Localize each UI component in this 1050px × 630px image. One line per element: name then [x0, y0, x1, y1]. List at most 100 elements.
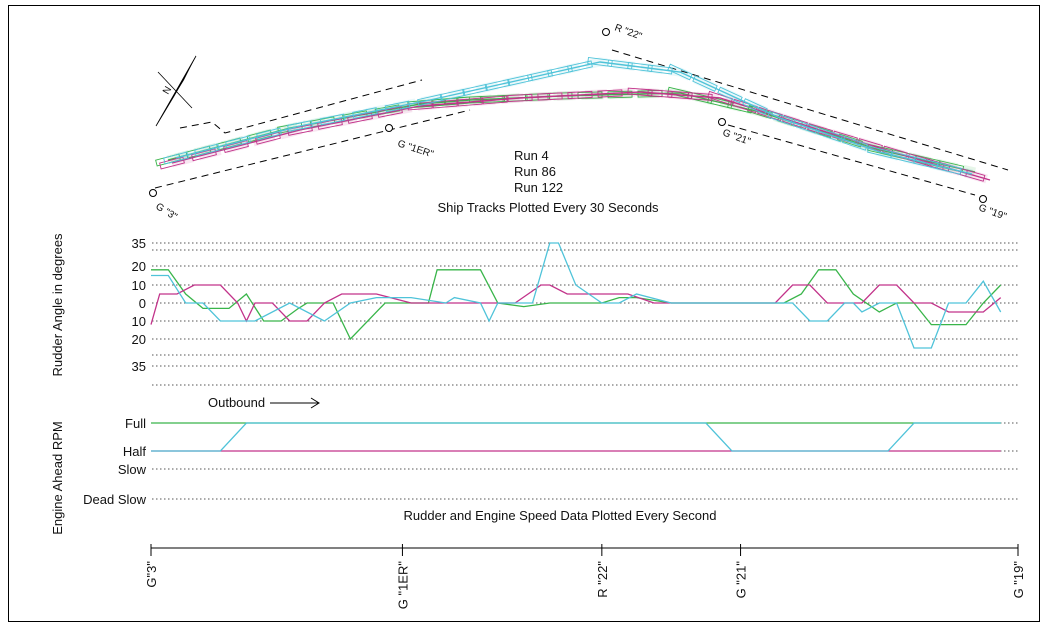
ship-outline: [482, 95, 508, 105]
ship-outline: [907, 153, 933, 167]
buoy-label-g3: G "3": [153, 201, 179, 223]
ship-outline: [782, 114, 808, 130]
buoy-label-g21: G "21": [721, 127, 752, 147]
ship-outline: [707, 90, 733, 106]
x-tick-label: R "22": [595, 561, 610, 598]
rudder-tick-label: 0: [139, 296, 146, 311]
north-arrow-icon: N: [155, 55, 197, 127]
figure-border: [8, 5, 1040, 622]
rudder-y-axis-label: Rudder Angle in degrees: [50, 233, 65, 377]
ship-track-centerline: [175, 61, 973, 175]
rudder-series-run-4: [151, 269, 1002, 341]
ship-outline: [191, 148, 217, 162]
ship-tracks-title: Ship Tracks Plotted Every 30 Seconds: [437, 200, 659, 215]
ship-outline: [507, 93, 533, 103]
ship-outline: [439, 88, 466, 102]
ship-outline: [507, 73, 533, 87]
ship-outline: [163, 151, 189, 165]
engine-panel-title: Rudder and Engine Speed Data Plotted Eve…: [404, 508, 717, 523]
x-tick-label: G"3": [144, 561, 159, 588]
ship-outline: [352, 107, 378, 119]
ship-outline: [567, 90, 593, 100]
legend-entry-run-4: Run 4: [514, 148, 549, 163]
engine-y-axis-label: Engine Ahead RPM: [50, 421, 65, 534]
ship-track-outline: [170, 87, 992, 185]
ship-outline: [587, 57, 613, 67]
ship-track-run-86: [159, 87, 992, 185]
ship-tracks-panel: G "3" G "1ER" R "22" G "21" G "19" N Run…: [149, 22, 1008, 223]
ship-outline: [732, 98, 758, 114]
ship-outline: [479, 95, 506, 103]
ship-outline: [647, 64, 673, 75]
engine-tick-label: Dead Slow: [83, 492, 146, 507]
x-axis: G"3" G "1ER" R "22" G "21" G "19": [144, 544, 1026, 609]
buoy-label-g19: G "19": [977, 202, 1008, 222]
ship-outline: [537, 92, 563, 101]
ship-outline: [255, 131, 281, 145]
x-tick-label: G "1ER": [395, 561, 410, 610]
buoy-marker-g19: [979, 195, 987, 203]
ship-outline: [692, 75, 718, 92]
buoy-marker-g1er: [385, 124, 393, 132]
ship-track-centerline: [171, 91, 991, 181]
buoy-marker-r22: [602, 28, 610, 36]
engine-series-run-122: [151, 422, 1001, 452]
buoy-label-g1er: G "1ER": [396, 138, 435, 160]
x-tick-label: G "19": [1011, 561, 1026, 599]
ship-outline: [842, 136, 868, 151]
engine-gridlines: [152, 422, 1018, 500]
buoy-marker-g21: [718, 118, 726, 126]
ship-outline: [319, 113, 346, 126]
channel-boundary-north-west: [179, 79, 423, 134]
rudder-series-run-86: [150, 284, 1002, 325]
rudder-angle-panel: Rudder Angle in degrees 35 20 10 0 10 20 35: [50, 233, 1018, 386]
ship-outline: [742, 98, 768, 115]
x-tick-label: G "21": [734, 561, 749, 599]
ship-outline: [837, 133, 863, 148]
ship-outline: [687, 92, 713, 101]
ship-outline: [547, 64, 573, 78]
ship-outline: [667, 90, 693, 100]
channel-boundary-south-east: [727, 124, 976, 196]
buoy-marker-g3: [149, 189, 157, 197]
ship-outline: [417, 93, 443, 107]
rudder-tick-label: 20: [132, 259, 146, 274]
outbound-arrow-icon: [270, 397, 320, 409]
ship-outline: [432, 99, 458, 109]
legend-entry-run-122: Run 122: [514, 180, 563, 195]
ship-outline: [627, 87, 653, 97]
engine-tick-label: Slow: [118, 462, 147, 477]
ship-outline: [287, 124, 313, 136]
ship-outline: [377, 106, 403, 118]
ship-outline: [792, 119, 818, 134]
legend-entry-run-86: Run 86: [514, 164, 556, 179]
rudder-tick-labels: 35 20 10 0 10 20 35: [132, 236, 146, 374]
ship-outline: [287, 120, 313, 132]
ship-outline: [627, 62, 653, 72]
ship-outline: [457, 97, 483, 107]
ship-outline: [462, 83, 488, 97]
ship-outline: [317, 118, 343, 130]
ship-outline: [936, 162, 962, 175]
rudder-series-group: [150, 242, 1002, 349]
ship-outline: [667, 63, 693, 81]
engine-rpm-panel: Engine Ahead RPM Full Half Slow Dead Slow O…: [50, 395, 1018, 535]
ship-outline: [484, 78, 511, 92]
rudder-tick-label: 10: [132, 314, 146, 329]
buoy-label-r22: R "22": [613, 22, 644, 42]
ship-outline: [717, 86, 743, 104]
ship-outline: [225, 135, 251, 149]
rudder-tick-label: 35: [132, 359, 146, 374]
ship-outline: [384, 100, 411, 113]
ship-outline: [647, 89, 673, 98]
ship-track-outline: [174, 57, 974, 179]
ship-outline: [159, 156, 185, 170]
ship-outline: [817, 127, 843, 143]
ship-outline: [597, 89, 623, 98]
ship-outline: [607, 59, 633, 70]
x-tick-group: G"3" G "1ER" R "22" G "21" G "19": [144, 544, 1026, 609]
engine-tick-labels: Full Half Slow Dead Slow: [83, 416, 146, 507]
ship-outline: [767, 110, 793, 126]
